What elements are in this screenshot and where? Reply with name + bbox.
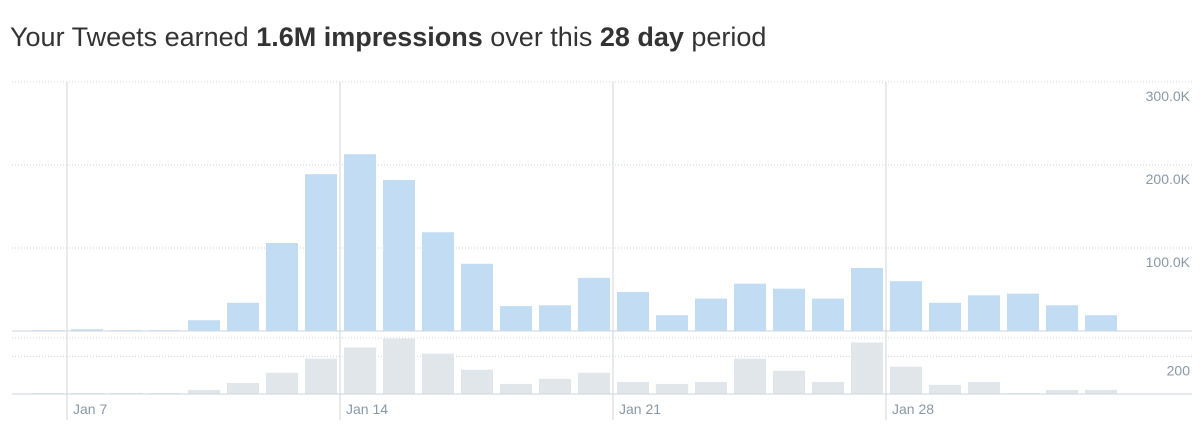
y-tick-label: 100.0K — [1146, 254, 1191, 270]
bar — [539, 305, 571, 331]
bar — [812, 381, 844, 394]
bar — [1085, 315, 1117, 331]
bar — [695, 298, 727, 331]
bar — [227, 382, 259, 394]
bar — [383, 179, 415, 331]
bar — [188, 389, 220, 394]
bar — [266, 243, 298, 331]
title-days: 28 day — [600, 22, 684, 52]
bar — [734, 358, 766, 394]
y-tick-label: 200 — [1167, 363, 1191, 379]
bar — [500, 383, 532, 394]
bar — [461, 369, 493, 394]
bar — [305, 174, 337, 331]
bar — [968, 295, 1000, 331]
bar — [305, 358, 337, 394]
bar — [383, 338, 415, 394]
x-tick-label: Jan 21 — [619, 401, 661, 417]
bar — [539, 378, 571, 394]
x-tick-label: Jan 14 — [346, 401, 388, 417]
bar — [266, 372, 298, 394]
bar — [578, 372, 610, 394]
bar — [1046, 389, 1078, 394]
bar — [851, 342, 883, 394]
bar — [617, 291, 649, 331]
bar — [851, 267, 883, 331]
bar — [227, 302, 259, 331]
bar — [71, 329, 103, 331]
bar — [929, 302, 961, 331]
x-tick-label: Jan 7 — [73, 401, 107, 417]
x-tick-label: Jan 28 — [892, 401, 934, 417]
bar — [617, 381, 649, 394]
bar — [1085, 389, 1117, 394]
bar — [1007, 293, 1039, 331]
bar — [929, 384, 961, 394]
bar — [578, 277, 610, 331]
bar — [461, 263, 493, 331]
bar — [422, 232, 454, 331]
bar — [422, 353, 454, 394]
y-tick-label: 200.0K — [1146, 171, 1191, 187]
bar — [695, 381, 727, 394]
bar — [773, 288, 805, 331]
bar — [812, 298, 844, 331]
title-impressions: 1.6M impressions — [256, 22, 483, 52]
bar — [773, 370, 805, 394]
y-tick-label: 300.0K — [1146, 88, 1191, 104]
bar — [1046, 305, 1078, 331]
bar — [344, 154, 376, 331]
bar — [188, 320, 220, 331]
bar — [656, 383, 688, 394]
bar — [890, 366, 922, 394]
bar — [734, 283, 766, 331]
bar — [890, 281, 922, 331]
summary-title: Your Tweets earned 1.6M impressions over… — [10, 22, 766, 52]
bar — [656, 315, 688, 331]
title-text: Your Tweets earned — [10, 22, 256, 52]
title-text: period — [684, 22, 767, 52]
bar — [500, 306, 532, 331]
title-text: over this — [483, 22, 600, 52]
bar — [968, 381, 1000, 394]
bar — [344, 347, 376, 394]
